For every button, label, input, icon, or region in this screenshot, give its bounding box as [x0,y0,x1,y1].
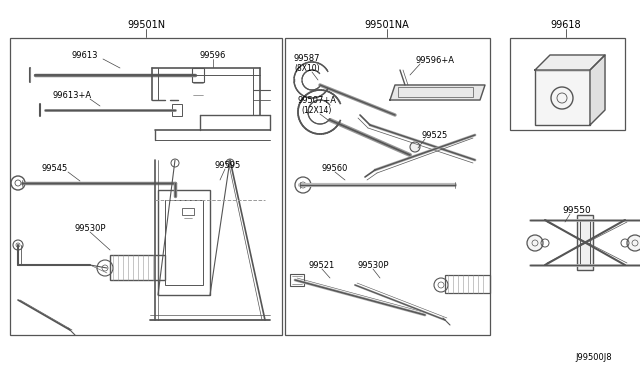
Text: (12X14): (12X14) [302,106,332,115]
Bar [445,275,490,293]
Text: J99500J8: J99500J8 [575,353,612,362]
Bar [577,215,593,270]
Bar [158,190,210,295]
Text: 99613: 99613 [72,51,99,60]
Bar [192,68,204,82]
Circle shape [410,142,420,152]
Polygon shape [590,55,605,125]
Text: 99525: 99525 [422,131,448,140]
Text: 99501N: 99501N [127,20,165,30]
Bar [182,208,194,215]
Text: 99530P: 99530P [357,260,388,269]
Polygon shape [535,55,605,70]
Text: 99560: 99560 [322,164,348,173]
Bar [10,38,282,335]
Text: 99595: 99595 [215,160,241,170]
Bar [510,38,625,130]
Bar [398,87,473,97]
Text: 99507+A: 99507+A [298,96,337,105]
Text: 99587: 99587 [294,54,320,62]
Circle shape [627,235,640,251]
Bar [110,255,165,280]
Circle shape [527,235,543,251]
Bar [165,200,203,285]
Text: 99613+A: 99613+A [52,90,92,99]
Text: 99596+A: 99596+A [415,55,454,64]
Bar [285,38,490,335]
Polygon shape [390,85,485,100]
Bar [580,220,590,265]
Text: 99550: 99550 [563,205,591,215]
Bar [290,274,304,286]
Text: 99521: 99521 [309,260,335,269]
Text: (8X10): (8X10) [294,64,320,73]
Text: 99501NA: 99501NA [365,20,410,30]
Text: 99596: 99596 [200,51,226,60]
Bar [535,70,590,125]
Text: 99618: 99618 [550,20,581,30]
Text: 99545: 99545 [42,164,68,173]
Text: 99530P: 99530P [74,224,106,232]
Bar [172,104,182,116]
